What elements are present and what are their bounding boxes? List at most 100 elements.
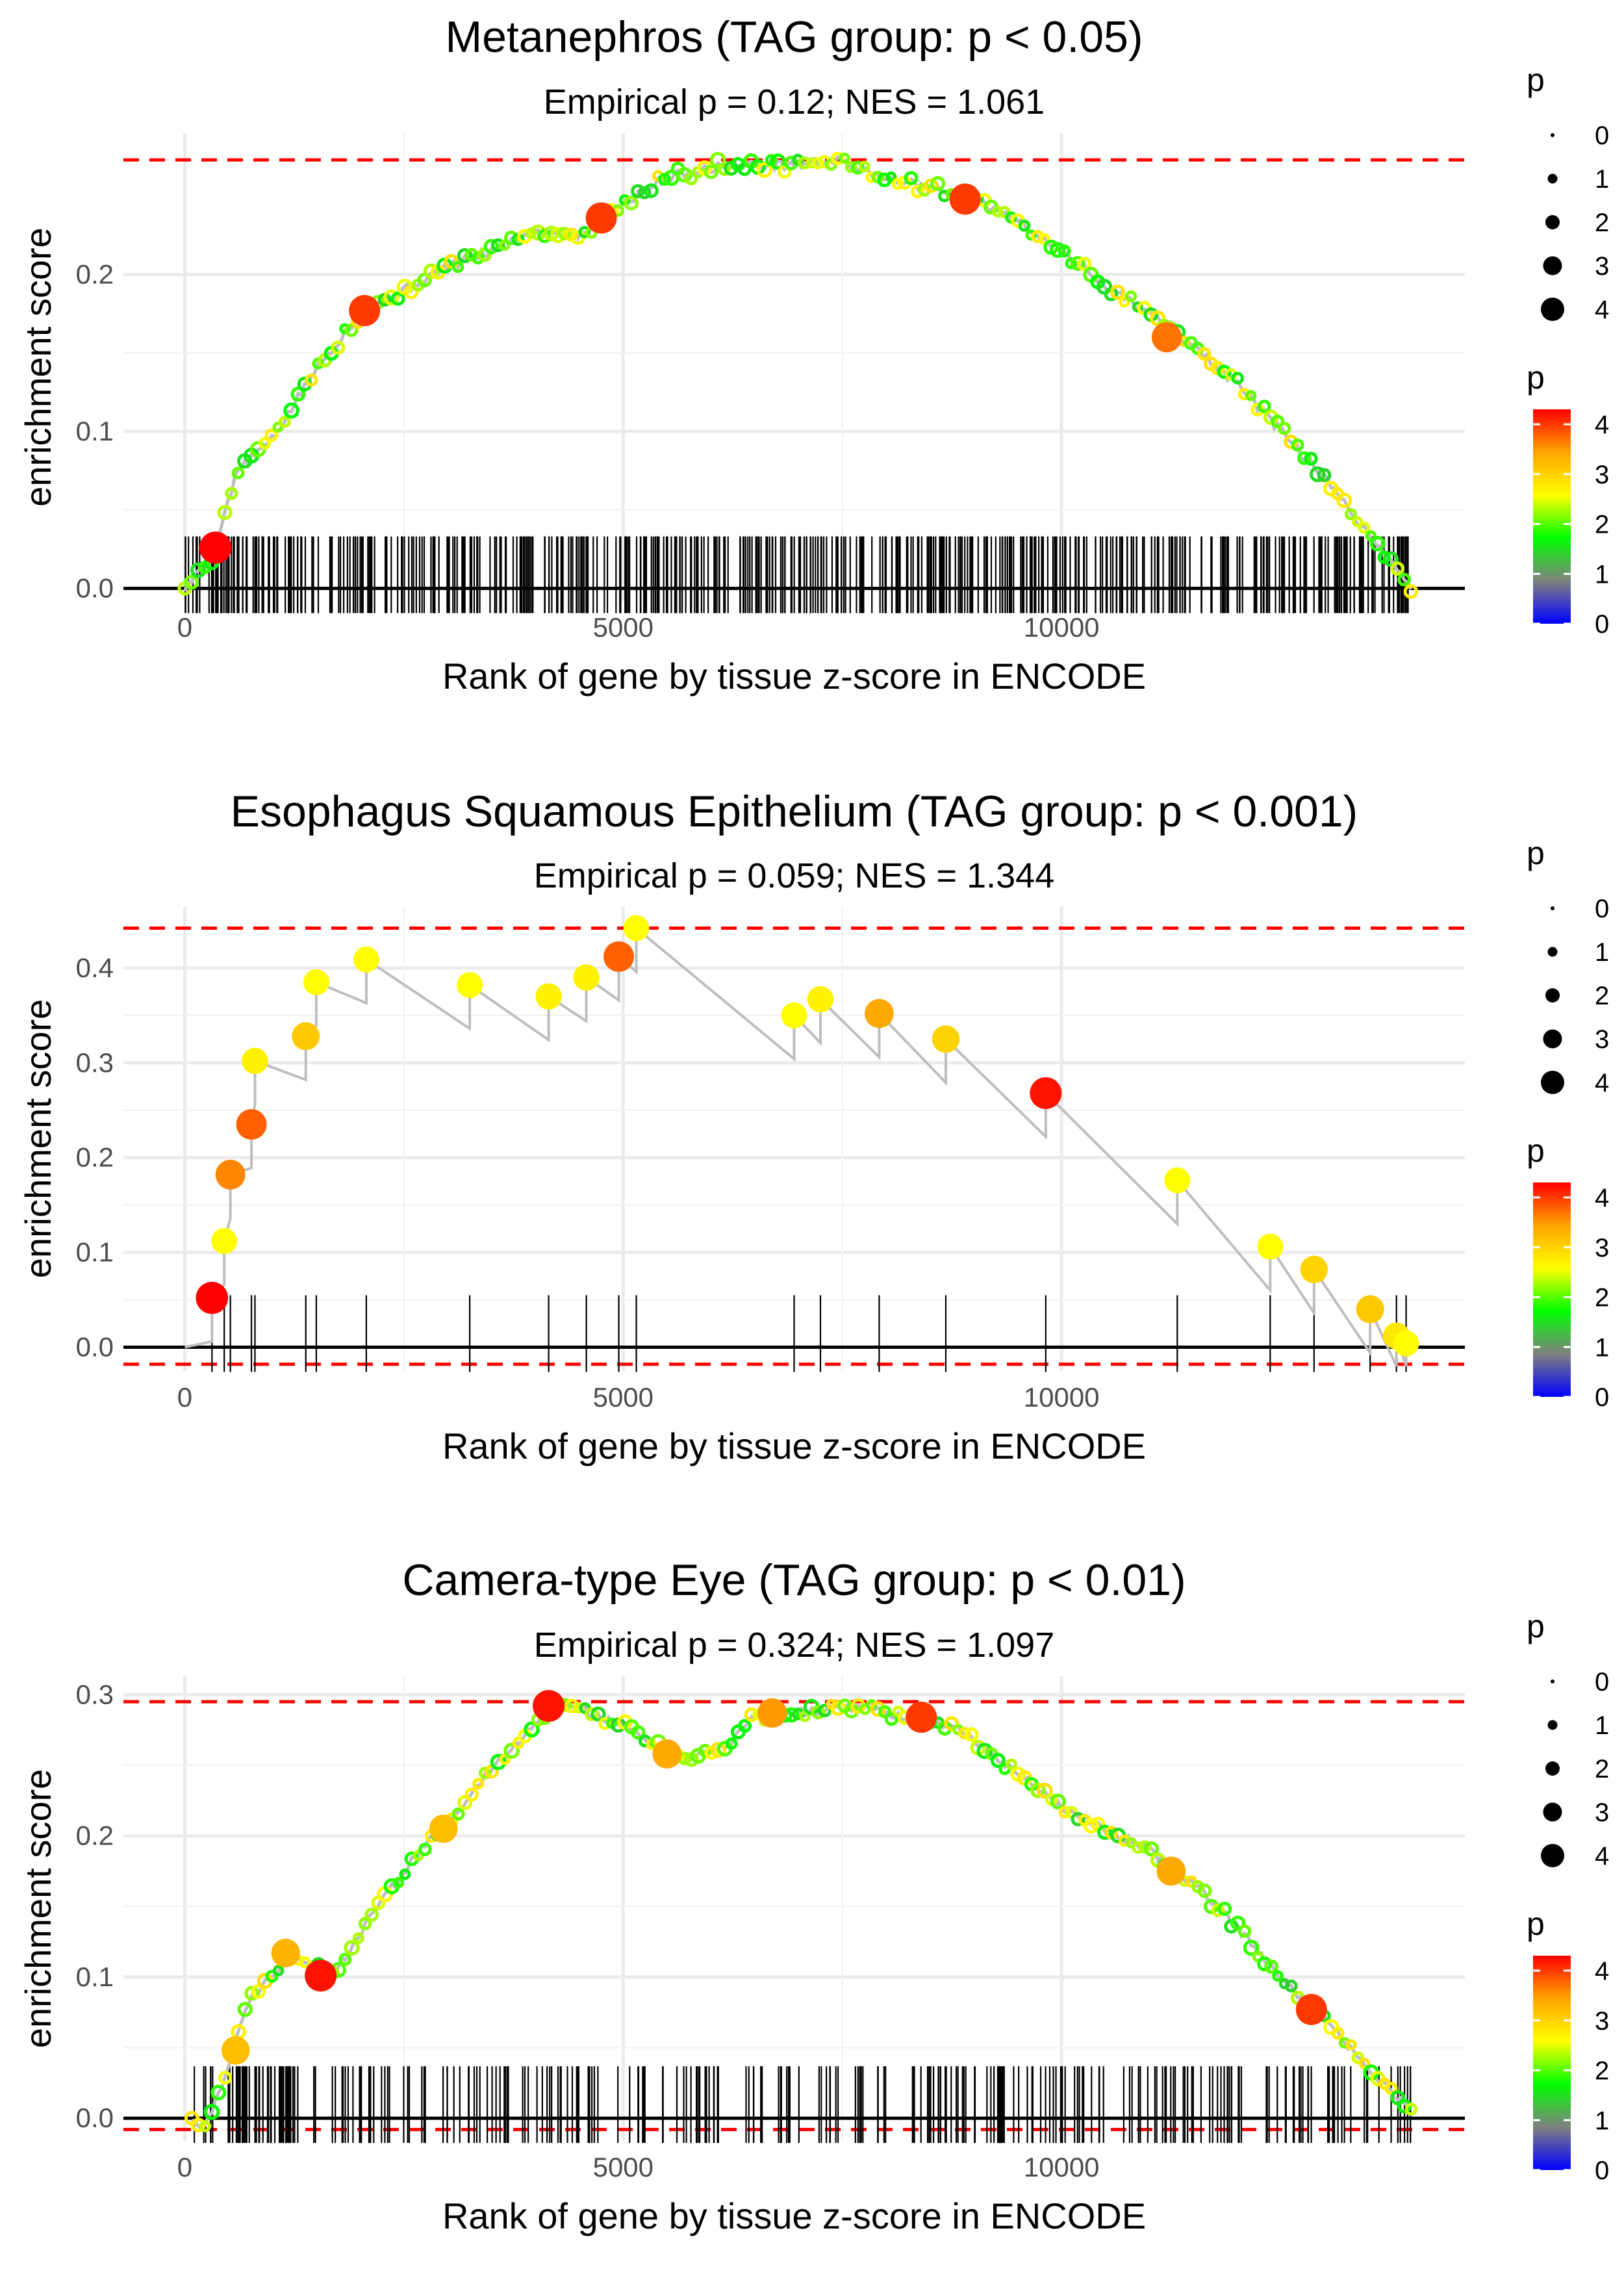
y-axis-title: enrichment score [18, 227, 58, 507]
colorbar-label: 2 [1595, 1284, 1609, 1312]
gene-point [738, 1718, 752, 1733]
gene-point [225, 487, 238, 500]
size-legend-key [1541, 1071, 1564, 1094]
size-legend-label: 4 [1595, 1842, 1609, 1871]
size-legend-key [1547, 173, 1558, 184]
gene-point [1156, 1856, 1186, 1886]
gene-point [1284, 1979, 1298, 1993]
gene-point [744, 1707, 759, 1722]
gene-point [944, 1716, 959, 1731]
gene-point [1018, 219, 1031, 232]
gene-point [904, 171, 919, 185]
gene-point [906, 1702, 937, 1733]
size-legend-title: p [1527, 62, 1545, 98]
gene-point [1358, 2058, 1371, 2070]
gene-point [1352, 516, 1364, 528]
gene-point [290, 387, 306, 402]
size-legend-key [1543, 256, 1562, 275]
gene-point [572, 1702, 585, 1714]
gene-point [499, 239, 511, 251]
gene-point [710, 1741, 726, 1758]
gene-point [631, 184, 645, 199]
gene-point [911, 185, 925, 199]
gene-point [1277, 422, 1291, 435]
gene-point [404, 285, 419, 300]
gene-point [585, 1707, 599, 1722]
gene-point [423, 263, 440, 279]
gene-point [1383, 551, 1399, 567]
y-axis-title: enrichment score [18, 999, 58, 1279]
colorbar-label: 4 [1595, 411, 1609, 439]
gene-point [623, 915, 650, 941]
gene-point [272, 1965, 285, 1976]
color-legend-title: p [1527, 1132, 1545, 1169]
gene-point [1403, 584, 1419, 599]
gene-point [652, 1739, 682, 1769]
gene-point [1164, 1167, 1191, 1194]
gene-point [806, 157, 817, 169]
size-legend-key [1551, 133, 1554, 137]
gene-point [1304, 452, 1318, 466]
gene-point [399, 1868, 411, 1880]
colorbar-label: 0 [1595, 1383, 1609, 1412]
size-legend-key [1541, 298, 1564, 321]
gene-point [457, 248, 472, 263]
size-legend-label: 4 [1595, 296, 1609, 324]
gene-point [932, 1025, 960, 1053]
size-legend-label: 2 [1595, 209, 1609, 237]
size-legend-label: 0 [1595, 121, 1609, 150]
size-legend-label: 2 [1595, 982, 1609, 1010]
gene-point [1345, 2039, 1357, 2050]
gene-point [199, 531, 232, 564]
chart-subtitle: Empirical p = 0.12; NES = 1.061 [544, 83, 1045, 121]
size-legend-label: 4 [1595, 1069, 1609, 1097]
gene-point [451, 1807, 465, 1821]
size-legend-key [1543, 1802, 1562, 1822]
x-axis-title: Rank of gene by tissue z-score in ENCODE [442, 2195, 1146, 2236]
gene-point [283, 402, 299, 419]
gene-point [244, 1986, 259, 2001]
gene-point [865, 999, 894, 1028]
gene-point [831, 151, 845, 166]
gene-point [976, 1743, 993, 1759]
gene-point [278, 415, 291, 428]
gene-point [756, 162, 773, 178]
gene-point [344, 323, 359, 337]
gene-point [1393, 1330, 1419, 1357]
gene-point [353, 946, 379, 973]
gene-point [891, 177, 904, 190]
gene-point [1097, 1824, 1113, 1840]
gene-point [958, 1727, 971, 1740]
colorbar [1533, 409, 1571, 624]
gene-point [390, 291, 405, 306]
gene-point [1264, 1960, 1278, 1974]
gene-point [850, 160, 865, 175]
gene-point [631, 1725, 646, 1740]
gene-point [839, 152, 850, 164]
colorbar-label: 1 [1595, 560, 1609, 589]
size-legend-label: 3 [1595, 1798, 1609, 1827]
x-axis-title: Rank of gene by tissue z-score in ENCODE [442, 1425, 1146, 1466]
chart-panel-1: Metanephros (TAG group: p < 0.05) Empiric… [18, 12, 1609, 696]
gene-point [807, 986, 834, 1013]
size-legend-key [1541, 1844, 1564, 1867]
gene-point [924, 178, 939, 193]
gene-point [1197, 347, 1212, 361]
gene-point [184, 574, 199, 590]
gene-point [1217, 1901, 1232, 1916]
gene-point [1050, 1793, 1066, 1809]
size-legend-label: 1 [1595, 1711, 1609, 1740]
gene-point [364, 1908, 379, 1922]
gene-point [1397, 572, 1412, 587]
gene-point [1036, 1782, 1053, 1799]
gene-point [203, 2104, 220, 2120]
size-legend-key [1545, 1761, 1560, 1776]
gene-point [210, 2084, 227, 2101]
gene-point [564, 1698, 579, 1713]
gene-point [1331, 2026, 1345, 2040]
gene-point [644, 183, 659, 198]
gene-point [217, 505, 233, 520]
gene-point [344, 1939, 360, 1956]
gene-point [412, 1850, 424, 1861]
gene-point [1119, 296, 1130, 308]
